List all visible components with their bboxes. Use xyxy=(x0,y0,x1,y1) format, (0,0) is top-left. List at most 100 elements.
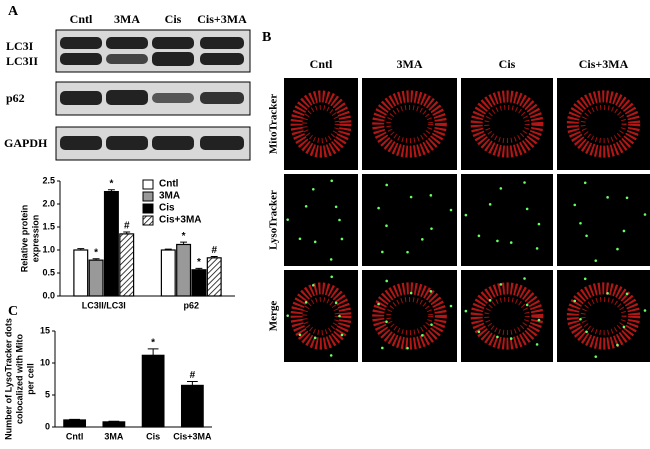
lyso-dot xyxy=(329,354,333,357)
western-blots xyxy=(55,29,251,161)
significance-mark: * xyxy=(94,247,98,258)
lyso-dot xyxy=(525,207,529,211)
bar xyxy=(176,243,192,297)
microscopy-grid xyxy=(284,78,650,362)
lyso-dot xyxy=(429,194,433,197)
lyso-dot xyxy=(496,239,499,243)
lyso-dot xyxy=(385,279,389,283)
legend-label: Cis+3MA xyxy=(159,215,202,226)
lyso-dot xyxy=(616,343,619,347)
bar xyxy=(141,354,165,428)
lyso-dot xyxy=(625,196,629,200)
blot-row-label: LC3II xyxy=(6,54,38,68)
column-label: Cis xyxy=(499,57,516,71)
lyso-dot xyxy=(625,292,629,296)
lyso-dot xyxy=(535,247,539,250)
lyso-dot xyxy=(409,291,413,295)
error-bar xyxy=(108,420,120,422)
bar xyxy=(191,269,207,297)
lyso-dot xyxy=(622,229,626,233)
lyso-dot xyxy=(643,309,647,312)
lyso-dot xyxy=(340,237,344,241)
mito-signal xyxy=(470,282,544,350)
lyso-dot xyxy=(421,334,424,337)
lyso-dot xyxy=(606,292,609,295)
significance-mark: * xyxy=(197,257,201,268)
significance-mark: * xyxy=(151,338,155,349)
lane-label: Cntl xyxy=(70,12,93,26)
lane-label: Cis+3MA xyxy=(197,12,247,26)
lyso-dot xyxy=(573,299,577,303)
y-tick-label: 0.0 xyxy=(42,290,55,300)
lyso-dot xyxy=(499,283,503,286)
lyso-dot xyxy=(509,241,513,244)
micrograph xyxy=(284,174,358,266)
mito-signal xyxy=(580,296,627,336)
lyso-dot xyxy=(381,346,384,350)
lane-label: 3MA xyxy=(114,12,140,26)
error-bar xyxy=(186,381,198,386)
legend-label: Cntl xyxy=(159,179,179,190)
panel-label: C xyxy=(8,304,18,319)
x-tick-label: Cntl xyxy=(66,431,84,441)
row-label: Merge xyxy=(268,301,280,332)
error-bar xyxy=(77,248,85,250)
x-tick-label: Cis+3MA xyxy=(173,431,212,441)
lyso-dot xyxy=(329,258,333,261)
lyso-dot xyxy=(286,218,290,221)
panel-label: A xyxy=(8,4,19,19)
lyso-dot xyxy=(406,346,409,350)
lyso-dot xyxy=(643,213,647,216)
x-tick-label: LC3II/LC3I xyxy=(82,300,126,310)
lyso-dot xyxy=(304,300,308,304)
lyso-dot xyxy=(606,196,609,199)
lyso-dot xyxy=(298,333,302,337)
y-axis-label: colocalized with Mito xyxy=(14,334,24,425)
significance-mark: # xyxy=(211,245,217,256)
error-bar xyxy=(92,258,100,261)
bar xyxy=(88,259,104,297)
legend-swatch xyxy=(142,191,154,202)
y-axis-label: expression xyxy=(30,215,40,263)
y-tick-label: 10 xyxy=(40,357,50,367)
lyso-dot xyxy=(330,275,334,279)
lyso-dot xyxy=(622,325,626,329)
lyso-dot xyxy=(488,299,492,302)
lyso-dot xyxy=(537,318,541,322)
bar xyxy=(160,249,176,297)
lyso-dot xyxy=(464,213,468,217)
y-tick-label: 5 xyxy=(45,389,50,399)
error-bar xyxy=(210,255,218,258)
mito-signal xyxy=(470,90,544,158)
significance-mark: * xyxy=(182,231,186,242)
legend-label: Cis xyxy=(159,203,175,214)
lyso-dot xyxy=(421,238,424,241)
lyso-dot xyxy=(464,309,468,313)
error-bar xyxy=(164,248,172,250)
lyso-dot xyxy=(537,222,541,226)
lyso-dot xyxy=(523,181,526,184)
lyso-dot xyxy=(573,203,577,207)
lyso-dot xyxy=(304,204,308,208)
y-axis-label: per cell xyxy=(25,363,35,395)
lyso-dot xyxy=(406,250,409,254)
micrograph xyxy=(557,174,650,266)
lyso-dot xyxy=(579,317,582,321)
micrograph xyxy=(461,174,553,266)
lyso-dot xyxy=(385,183,389,187)
bar xyxy=(206,257,222,297)
significance-mark: * xyxy=(109,178,113,189)
lyso-dot xyxy=(579,221,582,225)
mito-signal xyxy=(372,282,447,350)
column-label: Cntl xyxy=(310,57,333,71)
x-tick-label: Cis xyxy=(146,431,160,441)
y-axis-label: Relative protein xyxy=(19,205,29,273)
lyso-dot xyxy=(449,304,453,308)
lyso-dot xyxy=(338,314,341,318)
x-tick-label: p62 xyxy=(183,300,199,310)
y-tick-label: 0.5 xyxy=(42,267,55,277)
lyso-dot xyxy=(313,336,317,340)
mito-signal xyxy=(302,104,340,144)
lyso-dot xyxy=(330,179,334,183)
bar xyxy=(73,249,89,297)
